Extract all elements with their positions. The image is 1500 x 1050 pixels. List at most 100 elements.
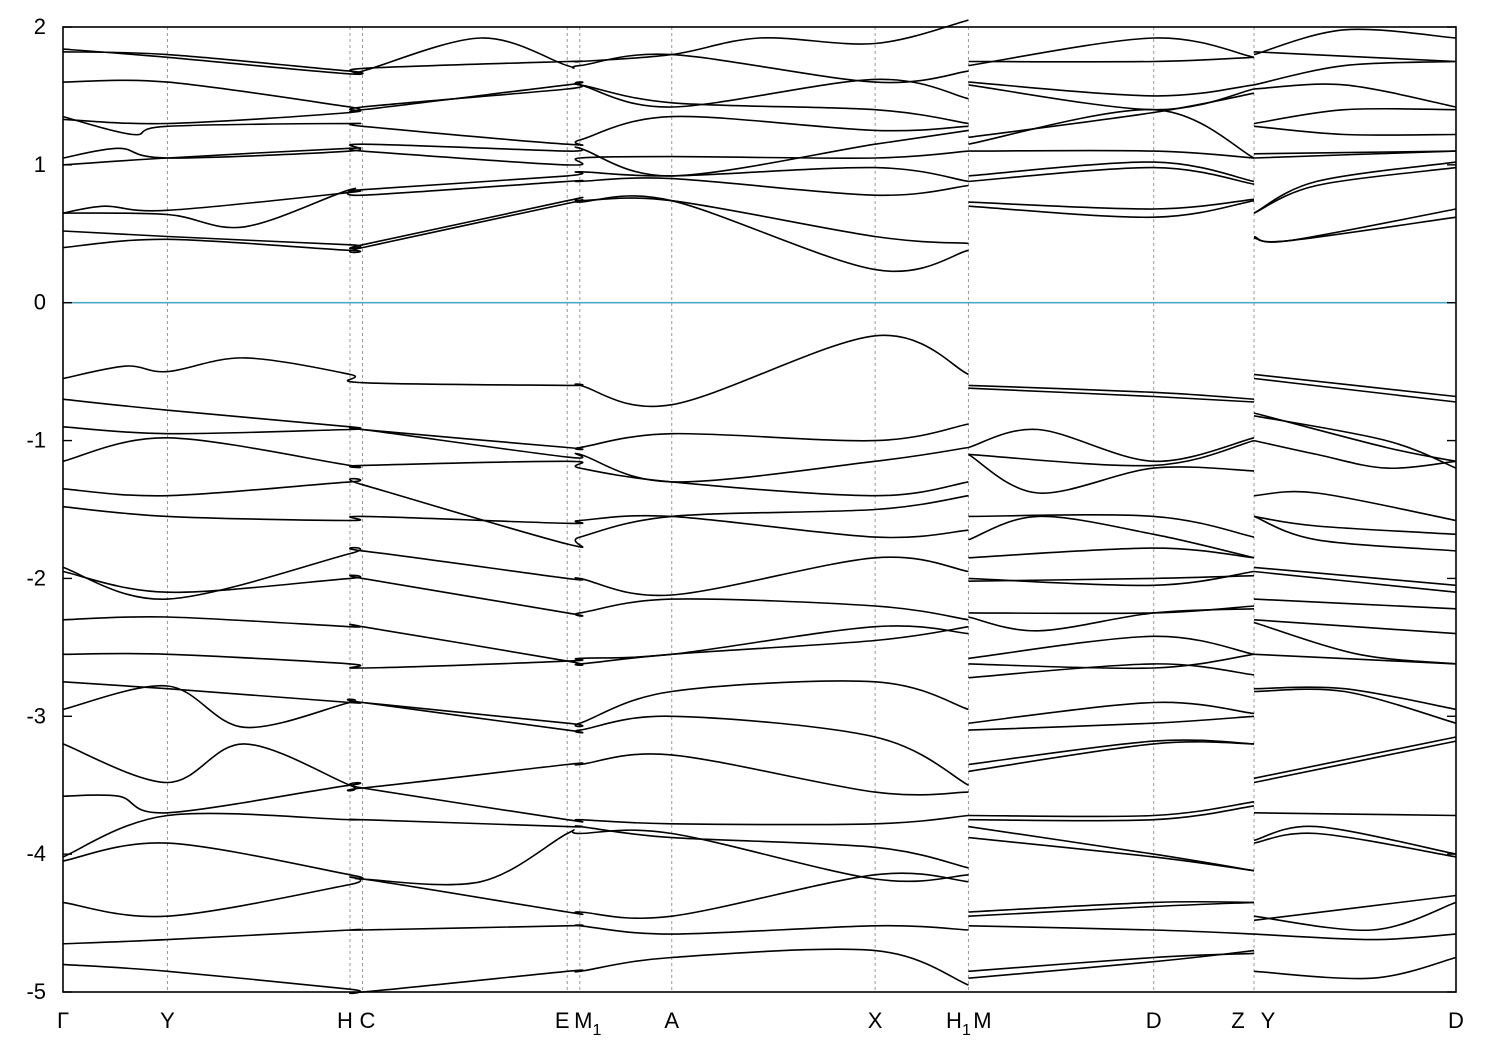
band-line-103 bbox=[1253, 894, 1457, 922]
y-tick-label: 1 bbox=[34, 152, 46, 177]
band-line-90 bbox=[1253, 570, 1457, 593]
k-point-label-subscript: 1 bbox=[962, 1022, 971, 1039]
band-line-19 bbox=[62, 616, 969, 667]
band-curves bbox=[62, 19, 1457, 995]
band-line-87 bbox=[1253, 515, 1457, 536]
y-tick-label: -4 bbox=[26, 841, 46, 866]
k-point-label: Y bbox=[1261, 1008, 1276, 1033]
band-line-50 bbox=[968, 574, 1255, 582]
band-line-34 bbox=[968, 149, 1255, 159]
band-line-30 bbox=[968, 199, 1255, 219]
band-line-80 bbox=[1253, 51, 1457, 63]
band-line-78 bbox=[1253, 60, 1457, 86]
band-line-26 bbox=[62, 829, 969, 886]
band-line-23 bbox=[62, 743, 969, 796]
k-point-label: M bbox=[973, 1008, 991, 1033]
band-line-48 bbox=[968, 547, 1255, 559]
band-line-22 bbox=[62, 684, 969, 786]
band-line-105 bbox=[1253, 956, 1457, 980]
k-point-label: H bbox=[337, 1008, 353, 1033]
k-point-label: X bbox=[868, 1008, 883, 1033]
band-line-54 bbox=[968, 653, 1255, 670]
band-line-8 bbox=[62, 78, 969, 113]
band-line-11 bbox=[62, 334, 969, 408]
band-line-3 bbox=[62, 166, 969, 214]
y-tick-label: 2 bbox=[34, 14, 46, 39]
band-line-99 bbox=[1253, 812, 1457, 817]
band-line-85 bbox=[1253, 439, 1457, 470]
band-line-37 bbox=[968, 84, 1255, 111]
band-line-52 bbox=[968, 608, 1255, 632]
k-point-label: E bbox=[555, 1008, 570, 1033]
band-line-0 bbox=[62, 195, 969, 273]
band-line-100 bbox=[1253, 825, 1457, 855]
y-tick-label: -5 bbox=[26, 979, 46, 1004]
band-line-16 bbox=[62, 505, 969, 539]
y-tick-label: 0 bbox=[34, 290, 46, 315]
band-line-81 bbox=[1253, 373, 1457, 398]
band-line-25 bbox=[62, 812, 969, 869]
band-line-75 bbox=[1253, 125, 1457, 136]
band-line-65 bbox=[968, 901, 1255, 917]
band-line-31 bbox=[968, 198, 1255, 210]
k-point-label: Z bbox=[1231, 1008, 1244, 1033]
band-line-9 bbox=[62, 37, 969, 84]
band-line-76 bbox=[1253, 107, 1457, 125]
band-line-101 bbox=[1253, 832, 1457, 858]
band-line-61 bbox=[968, 805, 1255, 822]
band-line-45 bbox=[968, 453, 1255, 494]
k-point-label-subscript: 1 bbox=[593, 1022, 602, 1039]
band-line-71 bbox=[1253, 166, 1457, 214]
band-line-44 bbox=[968, 439, 1255, 467]
band-line-92 bbox=[1253, 619, 1457, 635]
band-line-89 bbox=[1253, 566, 1457, 587]
band-line-43 bbox=[968, 428, 1255, 463]
band-line-59 bbox=[968, 741, 1255, 773]
band-line-1 bbox=[62, 196, 969, 250]
band-line-98 bbox=[1253, 740, 1457, 784]
k-point-label: A bbox=[664, 1008, 679, 1033]
band-line-97 bbox=[1253, 736, 1457, 780]
band-line-40 bbox=[968, 56, 1255, 63]
band-line-88 bbox=[1253, 515, 1457, 552]
band-line-104 bbox=[1253, 933, 1457, 941]
band-line-41 bbox=[968, 384, 1255, 400]
band-line-82 bbox=[1253, 377, 1457, 403]
band-line-7 bbox=[62, 83, 969, 125]
k-point-divider-lines bbox=[166, 27, 1255, 992]
band-line-24 bbox=[62, 781, 969, 826]
band-line-15 bbox=[62, 477, 969, 549]
k-point-label: D bbox=[1146, 1008, 1162, 1033]
band-line-84 bbox=[1253, 415, 1457, 469]
band-line-95 bbox=[1253, 686, 1457, 711]
band-line-57 bbox=[968, 715, 1255, 731]
band-line-47 bbox=[968, 515, 1255, 559]
band-line-96 bbox=[1253, 688, 1457, 724]
band-line-55 bbox=[968, 663, 1255, 679]
band-line-94 bbox=[1253, 653, 1457, 665]
y-tick-label: -2 bbox=[26, 565, 46, 590]
k-point-label: Γ bbox=[57, 1008, 69, 1033]
band-line-18 bbox=[62, 570, 969, 621]
band-line-86 bbox=[1253, 490, 1457, 522]
k-point-label: C bbox=[360, 1008, 376, 1033]
band-line-2 bbox=[62, 177, 969, 229]
band-line-79 bbox=[1253, 28, 1457, 56]
band-line-74 bbox=[1253, 150, 1457, 155]
band-line-56 bbox=[968, 701, 1255, 724]
band-line-14 bbox=[62, 436, 969, 497]
band-line-102 bbox=[1253, 901, 1457, 932]
band-line-38 bbox=[968, 81, 1255, 97]
band-line-68 bbox=[968, 949, 1255, 979]
k-point-label: Y bbox=[160, 1008, 175, 1033]
band-line-53 bbox=[968, 635, 1255, 660]
band-line-28 bbox=[62, 924, 969, 945]
y-tick-label: -3 bbox=[26, 703, 46, 728]
band-line-70 bbox=[1253, 208, 1457, 243]
band-line-64 bbox=[968, 900, 1255, 913]
band-line-39 bbox=[968, 37, 1255, 67]
band-line-91 bbox=[1253, 598, 1457, 610]
band-line-63 bbox=[968, 836, 1255, 872]
band-line-21 bbox=[62, 680, 969, 728]
